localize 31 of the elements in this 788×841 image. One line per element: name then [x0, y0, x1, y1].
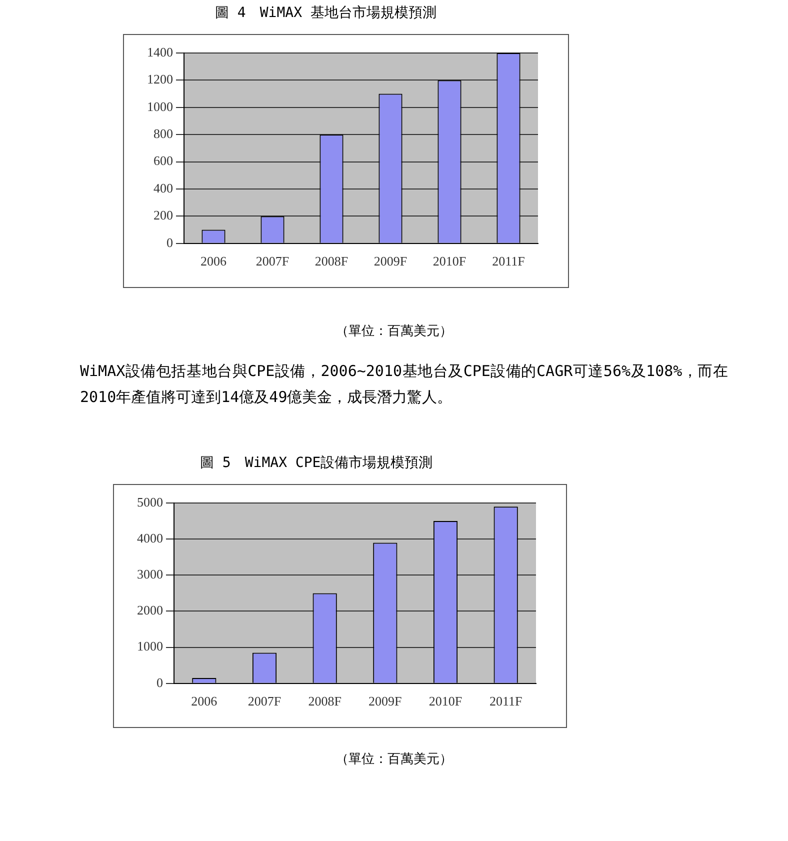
chart-title: 圖 5 WiMAX CPE設備市場規模預測 [200, 454, 434, 472]
y-tick-label: 3000 [137, 566, 163, 582]
y-tick-label: 0 [166, 234, 173, 250]
x-tick-label: 2009F [374, 254, 408, 269]
y-tick-label: 2000 [137, 602, 163, 618]
y-tick-label: 5000 [137, 494, 163, 510]
x-tick-label: 2006 [191, 694, 218, 709]
x-tick-label: 2008F [314, 254, 348, 269]
chart-title: 圖 4 WiMAX 基地台市場規模預測 [215, 4, 438, 22]
y-tick-label: 1000 [147, 98, 173, 114]
y-tick-label: 0 [156, 674, 163, 690]
x-tick-label: 2011F [492, 254, 525, 269]
text: WiMAX設備包括基地台與CPE設備，2006~2010基地台及CPE設備的CAGR可達56%及108%，而在2010年產值將可達到14億及49億美金，成長潛力驚人。 [80, 361, 728, 408]
y-tick-label: 800 [154, 126, 173, 142]
y-tick-label: 1200 [147, 72, 173, 87]
x-tick-label: 2007F [256, 254, 290, 269]
y-tick-label: 4000 [137, 530, 163, 546]
y-tick-label: 600 [154, 153, 173, 168]
text: （單位：百萬美元） [334, 323, 454, 340]
text: （單位：百萬美元） [334, 751, 454, 768]
x-tick-label: 2007F [248, 694, 282, 709]
y-tick-label: 1400 [147, 44, 173, 60]
x-tick-label: 2009F [368, 694, 402, 709]
y-tick-label: 200 [154, 208, 173, 223]
x-tick-label: 2010F [432, 254, 466, 269]
y-tick-label: 400 [154, 180, 173, 196]
x-tick-label: 2010F [428, 694, 462, 709]
x-tick-label: 2011F [489, 694, 522, 709]
y-tick-label: 1000 [137, 638, 163, 654]
x-tick-label: 2006 [200, 254, 227, 269]
x-tick-label: 2008F [308, 694, 342, 709]
